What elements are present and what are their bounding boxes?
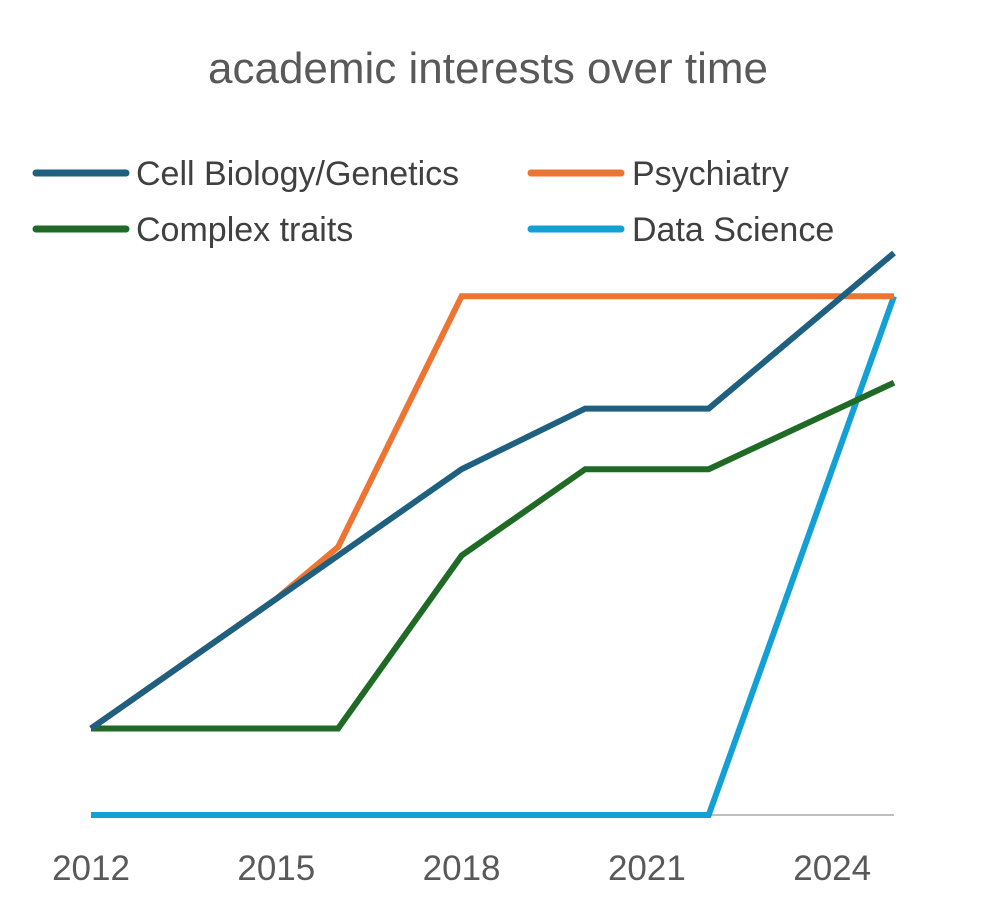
chart-title: academic interests over time — [208, 44, 768, 93]
legend-item-psychiatry: Psychiatry — [527, 155, 789, 193]
x-tick-label-2024: 2024 — [793, 849, 871, 888]
x-tick-label-2012: 2012 — [52, 849, 130, 888]
legend-item-cell-biology-genetics: Cell Biology/Genetics — [32, 155, 459, 193]
series-line-complex-traits — [91, 379, 896, 732]
series-line-cell-biology-genetics — [89, 250, 896, 731]
legend-item-data-science: Data Science — [527, 211, 834, 249]
legend-label-psychiatry: Psychiatry — [632, 155, 789, 193]
x-tick-label-2021: 2021 — [608, 849, 686, 888]
series-line-data-science — [91, 295, 897, 818]
x-tick-label-2018: 2018 — [423, 849, 501, 888]
legend-label-complex-traits: Complex traits — [136, 211, 353, 249]
legend-label-cell-biology-genetics: Cell Biology/Genetics — [136, 155, 459, 193]
x-tick-label-2015: 2015 — [237, 849, 315, 888]
legend-item-complex-traits: Complex traits — [32, 211, 353, 249]
series-line-psychiatry — [89, 293, 894, 731]
series-layer — [89, 250, 897, 818]
legend-label-data-science: Data Science — [632, 211, 834, 249]
x-tick-labels: 2012 2015 2018 2021 2024 — [52, 849, 871, 888]
legend: Cell Biology/Genetics Psychiatry Complex t… — [32, 155, 834, 249]
